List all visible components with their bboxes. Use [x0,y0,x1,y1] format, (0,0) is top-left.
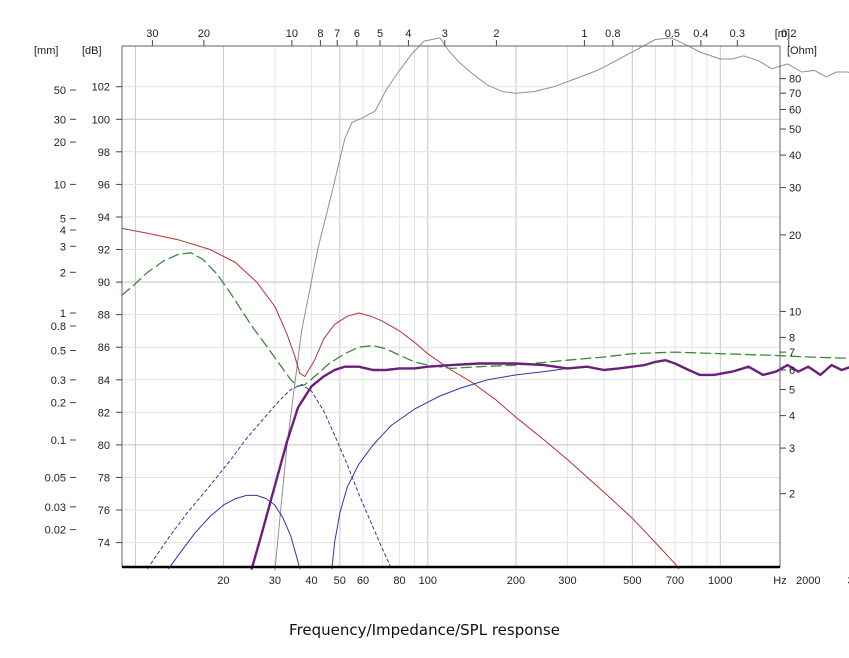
mm-tick-label: 2 [60,267,66,279]
x-tick-label: 80 [393,575,405,587]
top-tick-label: 0.4 [693,28,708,40]
mm-axis-unit: [mm] [34,45,58,57]
plot-frame [121,45,781,568]
ohm-tick-label: 5 [789,385,795,397]
mm-tick-label: 30 [54,114,66,126]
db-tick-label: 90 [98,277,110,289]
db-tick-label: 76 [98,505,110,517]
top-tick-label: 10 [286,28,298,40]
db-tick-label: 92 [98,245,110,257]
ohm-tick-label: 20 [789,230,801,242]
chart-labels: 20 30 40 50 60 80 100 200 300 500 700 1000 2000 3000 5… [34,28,849,587]
mm-tick-label: 0.02 [45,525,66,537]
mm-tick-label: 0.05 [45,473,66,485]
db-tick-label: 98 [98,147,110,159]
db-tick-label: 74 [98,538,110,550]
chart-title: Frequency/Impedance/SPL response [289,621,560,639]
top-axis-unit: [m] [775,28,790,40]
top-tick-label: 6 [354,28,360,40]
ohm-tick-label: 70 [789,88,801,100]
x-tick-label: 2000 [796,575,820,587]
x-tick-label: 700 [666,575,684,587]
ohm-tick-label: 6 [789,365,795,377]
ohm-tick-label: 8 [789,332,795,344]
ohm-tick-label: 7 [789,347,795,359]
ohm-tick-label: 2 [789,489,795,501]
chart-frame [70,40,790,569]
mm-tick-label: 0.3 [51,375,66,387]
top-tick-label: 2 [493,28,499,40]
x-tick-label: 20 [217,575,229,587]
top-tick-label: 8 [317,28,323,40]
ohm-tick-label: 60 [789,105,801,117]
db-tick-label: 88 [98,310,110,322]
ohm-tick-label: 3 [789,443,795,455]
chart-series [121,37,849,571]
top-tick-label: 5 [377,28,383,40]
db-tick-label: 102 [92,82,110,94]
top-tick-label: 0.3 [730,28,745,40]
x-tick-label: 100 [419,575,437,587]
top-tick-label: 0.2 [781,28,796,40]
db-tick-label: 94 [98,212,110,224]
chart-grid [122,46,780,567]
db-tick-label: 100 [92,114,110,126]
db-tick-label: 78 [98,473,110,485]
x-tick-label: 3000 [848,575,849,587]
x-tick-label: 1000 [708,575,732,587]
mm-tick-label: 50 [54,85,66,97]
x-axis-label: Hz [773,575,786,587]
mm-tick-label: 1 [60,308,66,320]
top-tick-label: 4 [405,28,411,40]
mm-tick-label: 0.8 [51,321,66,333]
db-tick-label: 84 [98,375,110,387]
series-line [274,37,849,571]
ohm-tick-label: 80 [789,74,801,86]
frequency-response-chart: 20 30 40 50 60 80 100 200 300 500 700 1000 2000 3000 5… [34,28,849,587]
ohm-axis-unit: [Ohm] [787,45,817,57]
series-line [250,359,849,570]
ohm-tick-label: 4 [789,411,795,423]
db-tick-label: 82 [98,407,110,419]
x-tick-label: 500 [623,575,641,587]
series-line [121,252,849,387]
mm-tick-label: 0.5 [51,346,66,358]
x-tick-label: 50 [334,575,346,587]
top-tick-label: 3 [442,28,448,40]
series-line [121,227,680,570]
mm-tick-label: 3 [60,241,66,253]
db-tick-label: 96 [98,179,110,191]
mm-tick-label: 20 [54,137,66,149]
x-tick-label: 300 [558,575,576,587]
ohm-tick-label: 40 [789,150,801,162]
top-tick-label: 30 [146,28,158,40]
x-tick-label: 40 [305,575,317,587]
top-tick-label: 7 [334,28,340,40]
ohm-tick-label: 30 [789,183,801,195]
db-tick-label: 80 [98,440,110,452]
mm-tick-label: 10 [54,179,66,191]
mm-tick-label: 5 [60,214,66,226]
ohm-tick-label: 50 [789,124,801,136]
mm-tick-label: 0.1 [51,435,66,447]
series-line [147,384,392,570]
top-tick-label: 0.8 [605,28,620,40]
top-tick-label: 20 [198,28,210,40]
mm-tick-label: 0.2 [51,398,66,410]
x-tick-label: 200 [507,575,525,587]
top-tick-label: 1 [581,28,587,40]
mm-tick-label: 0.03 [45,502,66,514]
top-tick-label: 0.5 [665,28,680,40]
series-line [168,494,301,570]
ohm-tick-label: 10 [789,306,801,318]
db-axis-unit: [dB] [82,45,102,57]
mm-tick-label: 4 [60,225,66,237]
x-tick-label: 30 [269,575,281,587]
db-tick-label: 86 [98,342,110,354]
x-tick-label: 60 [357,575,369,587]
series-line [331,359,849,570]
